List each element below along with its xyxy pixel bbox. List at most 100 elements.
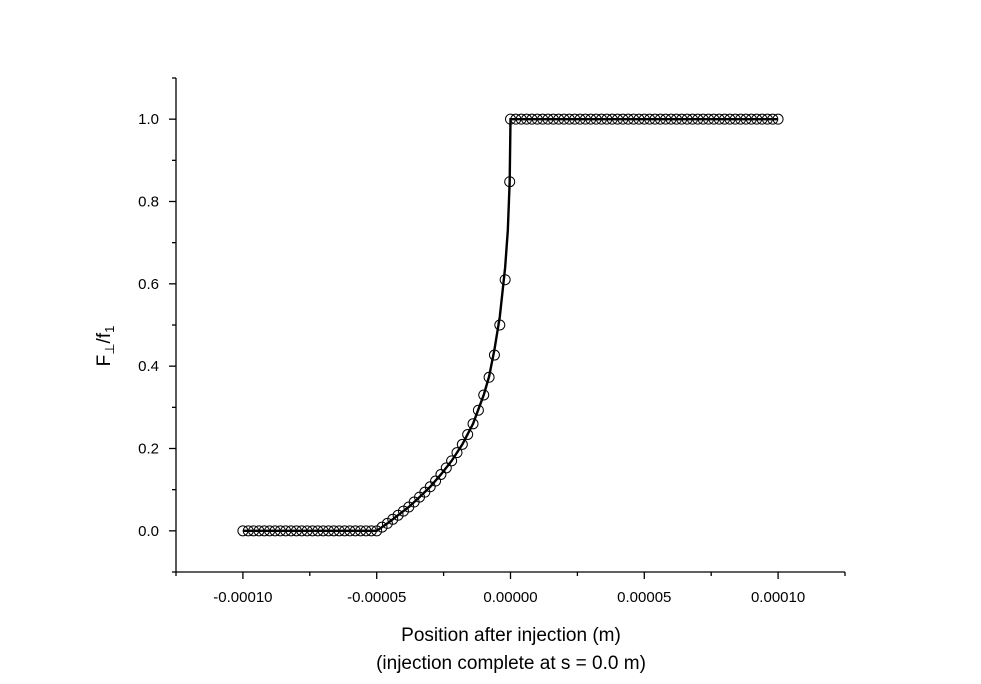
data-point-marker [258,525,270,537]
y-axis-title: F⊥/f1 [94,326,117,367]
data-point-marker [285,525,297,537]
data-point-marker [574,113,586,125]
data-point-marker [542,113,554,125]
data-point-marker [301,525,313,537]
data-point-marker [563,113,575,125]
data-point-marker [446,455,458,467]
x-axis-ticks: -0.00010 -0.00005 0.00000 0.00005 0.00010 [175,572,846,606]
data-point-marker [606,113,618,125]
data-point-marker [296,525,308,537]
data-point-marker [644,113,656,125]
data-point-marker [456,438,468,450]
data-point-marker [761,113,773,125]
data-point-marker [504,176,516,188]
data-point-marker [633,113,645,125]
data-point-marker [483,371,495,383]
data-point-marker [526,113,538,125]
x-tick-label: 0.00010 [751,589,805,606]
x-axis-title: Position after injection (m) [401,625,621,646]
data-point-marker [253,525,265,537]
y-tick-label: 1.0 [138,111,159,128]
data-point-marker [376,521,388,533]
data-point-marker [612,113,624,125]
data-point-marker [472,404,484,416]
data-point-marker [430,475,442,487]
data-point-marker [280,525,292,537]
data-point-marker [579,113,591,125]
data-point-marker [676,113,688,125]
data-point-marker [312,525,324,537]
data-point-marker [333,525,345,537]
data-point-marker [306,525,318,537]
data-point-marker [269,525,281,537]
data-point-marker [440,462,452,474]
data-point-marker [735,113,747,125]
y-tick-label: 0.8 [138,194,159,211]
fit-curve-line [242,117,779,533]
data-point-marker [751,113,763,125]
x-tick-label: -0.00010 [213,589,272,606]
data-point-marker [451,447,463,459]
data-point-marker [478,389,490,401]
data-point-marker [569,113,581,125]
data-point-marker [719,113,731,125]
y-tick-label: 0.2 [138,441,159,458]
y-tick-label: 0.0 [138,523,159,540]
data-point-marker [558,113,570,125]
x-tick-label: -0.00005 [347,589,406,606]
data-point-marker [670,113,682,125]
data-point-marker [692,113,704,125]
data-point-marker [740,113,752,125]
data-point-marker [756,113,768,125]
data-point-marker [617,113,629,125]
data-point-marker [708,113,720,125]
data-point-marker [349,525,361,537]
data-point-marker [290,525,302,537]
data-point-marker [371,525,383,537]
data-point-marker [767,113,779,125]
data-point-marker [365,525,377,537]
data-point-marker [703,113,715,125]
data-point-marker [344,525,356,537]
data-point-marker [553,113,565,125]
data-point-marker [686,113,698,125]
data-point-marker [339,525,351,537]
data-point-marker [467,418,479,430]
x-tick-label: 0.00000 [483,589,537,606]
data-point-marker [729,113,741,125]
data-point-marker [713,113,725,125]
data-point-marker [515,113,527,125]
y-axis-ticks: 0.0 0.2 0.4 0.6 0.8 1.0 [138,77,176,573]
data-point-marker [649,113,661,125]
data-point-marker [274,525,286,537]
x-axis-subtitle: (injection complete at s = 0.0 m) [376,653,646,674]
data-point-marker [547,113,559,125]
data-point-marker [494,319,506,331]
data-point-marker [462,429,474,440]
marker-series [237,113,784,537]
data-point-marker [248,525,260,537]
data-point-marker [521,113,533,125]
data-point-marker [585,113,597,125]
y-tick-label: 0.6 [138,276,159,293]
data-point-marker [638,113,650,125]
data-point-marker [745,113,757,125]
data-point-marker [505,113,516,125]
data-point-marker [242,525,254,537]
data-point-marker [499,274,511,286]
data-point-marker [601,113,613,125]
data-point-marker [237,525,249,537]
data-point-marker [531,113,543,125]
x-tick-label: 0.00005 [617,589,671,606]
data-point-marker [595,113,607,125]
data-point-marker [654,113,666,125]
data-point-marker [665,113,677,125]
data-point-marker [772,113,784,125]
data-point-marker [622,113,634,125]
data-point-marker [724,113,736,125]
data-point-marker [510,113,522,125]
data-point-marker [697,113,709,125]
data-point-marker [660,113,672,125]
data-point-marker [355,525,367,537]
